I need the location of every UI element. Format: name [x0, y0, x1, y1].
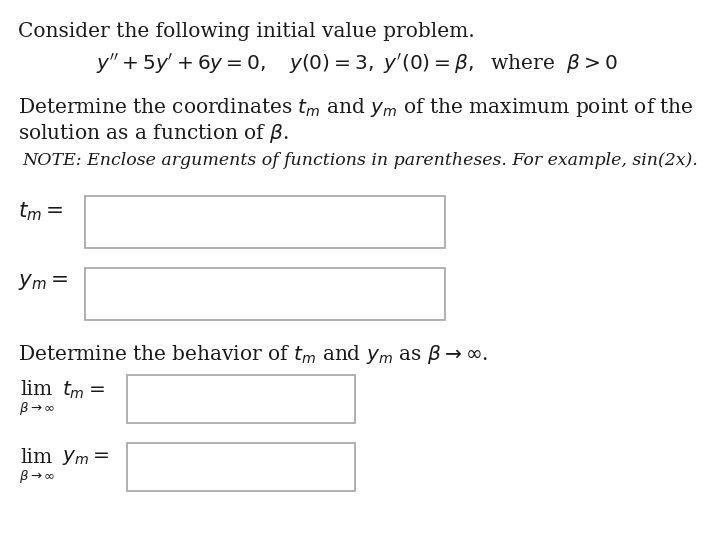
- Text: NOTE: Enclose arguments of functions in parentheses. For example, sin(2x).: NOTE: Enclose arguments of functions in …: [22, 152, 698, 169]
- FancyBboxPatch shape: [85, 268, 445, 320]
- Text: $y'' + 5y' + 6y = 0, \quad y(0) = 3,\ y'(0) = \beta,$  where  $\beta > 0$: $y'' + 5y' + 6y = 0, \quad y(0) = 3,\ y'…: [96, 52, 618, 76]
- Text: $t_m =$: $t_m =$: [18, 200, 64, 222]
- Text: $t_m =$: $t_m =$: [62, 380, 105, 401]
- Text: Consider the following initial value problem.: Consider the following initial value pro…: [18, 22, 475, 41]
- Text: $y_m =$: $y_m =$: [18, 270, 69, 292]
- Text: lim: lim: [20, 448, 52, 467]
- FancyBboxPatch shape: [127, 443, 355, 491]
- FancyBboxPatch shape: [85, 196, 445, 248]
- Text: $\beta\to\infty$: $\beta\to\infty$: [19, 400, 55, 417]
- Text: $y_m =$: $y_m =$: [62, 448, 109, 467]
- Text: lim: lim: [20, 380, 52, 399]
- Text: Determine the behavior of $t_m$ and $y_m$ as $\beta \to \infty$.: Determine the behavior of $t_m$ and $y_m…: [18, 343, 488, 366]
- Text: $\beta\to\infty$: $\beta\to\infty$: [19, 468, 55, 485]
- Text: solution as a function of $\beta$.: solution as a function of $\beta$.: [18, 122, 289, 145]
- FancyBboxPatch shape: [127, 375, 355, 423]
- Text: Determine the coordinates $t_m$ and $y_m$ of the maximum point of the: Determine the coordinates $t_m$ and $y_m…: [18, 96, 694, 119]
